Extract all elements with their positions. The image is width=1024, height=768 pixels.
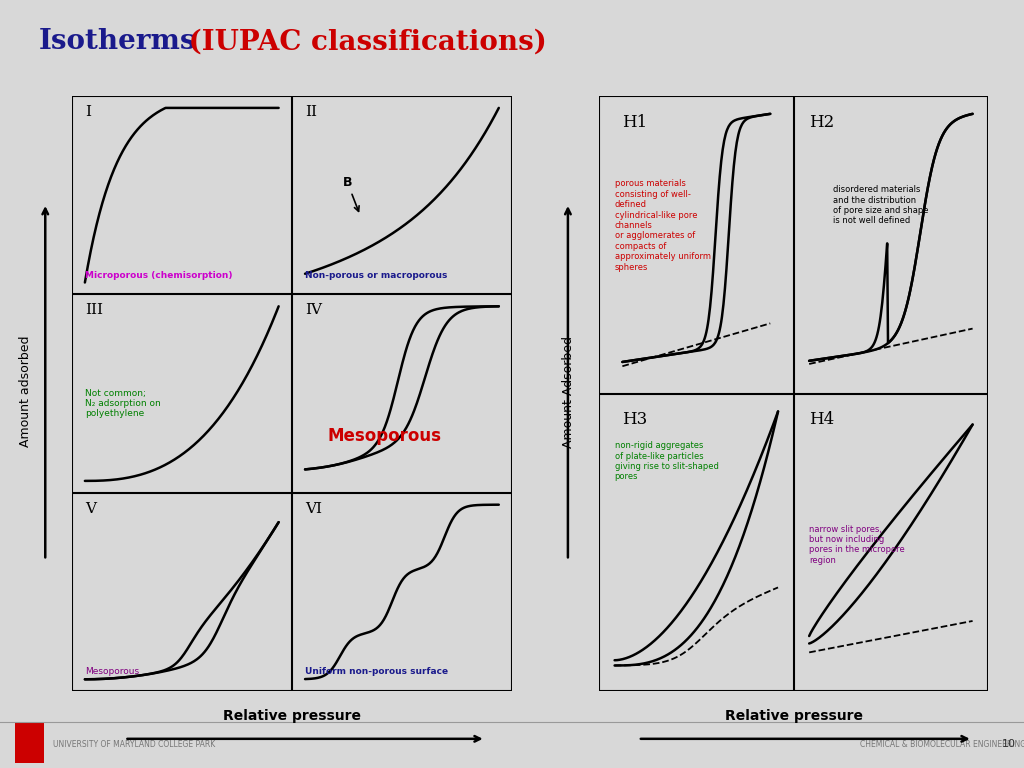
Bar xyxy=(15,723,44,763)
Text: Relative pressure: Relative pressure xyxy=(725,709,862,723)
Text: non-rigid aggregates
of plate-like particles
giving rise to slit-shaped
pores: non-rigid aggregates of plate-like parti… xyxy=(614,441,719,482)
Text: H2: H2 xyxy=(809,114,835,131)
Text: H4: H4 xyxy=(809,412,835,429)
Text: porous materials
consisting of well-
defined
cylindrical-like pore
channels
or a: porous materials consisting of well- def… xyxy=(614,180,711,272)
Text: Isotherms: Isotherms xyxy=(39,28,197,55)
Text: 10: 10 xyxy=(1001,739,1016,749)
Text: H1: H1 xyxy=(623,114,647,131)
Text: V: V xyxy=(85,502,96,516)
Text: VI: VI xyxy=(305,502,323,516)
Text: B: B xyxy=(343,176,359,211)
Text: narrow slit pores,
but now including
pores in the micropore
region: narrow slit pores, but now including por… xyxy=(809,525,905,564)
Text: H3: H3 xyxy=(623,412,647,429)
Text: Microporous (chemisorption): Microporous (chemisorption) xyxy=(85,270,232,280)
Text: Relative pressure: Relative pressure xyxy=(223,709,360,723)
Text: II: II xyxy=(305,105,317,119)
Text: Non-porous or macroporous: Non-porous or macroporous xyxy=(305,270,447,280)
Text: Mesoporous: Mesoporous xyxy=(327,427,441,445)
Text: Amount adsorbed: Amount adsorbed xyxy=(19,336,32,448)
Text: I: I xyxy=(85,105,91,119)
Text: UNIVERSITY OF MARYLAND COLLEGE PARK: UNIVERSITY OF MARYLAND COLLEGE PARK xyxy=(53,740,215,749)
Text: Amount Adsorbed: Amount Adsorbed xyxy=(562,336,574,448)
Text: III: III xyxy=(85,303,102,317)
Text: CHEMICAL & BIOMOLECULAR ENGINEERING: CHEMICAL & BIOMOLECULAR ENGINEERING xyxy=(860,740,1024,749)
Text: IV: IV xyxy=(305,303,323,317)
Text: Uniform non-porous surface: Uniform non-porous surface xyxy=(305,667,449,677)
Text: Not common;
N₂ adsorption on
polyethylene: Not common; N₂ adsorption on polyethylen… xyxy=(85,389,161,419)
Text: disordered materials
and the distribution
of pore size and shape
is not well def: disordered materials and the distributio… xyxy=(833,185,928,226)
Text: (IUPAC classifications): (IUPAC classifications) xyxy=(179,28,547,55)
Text: Mesoporous: Mesoporous xyxy=(85,667,139,677)
